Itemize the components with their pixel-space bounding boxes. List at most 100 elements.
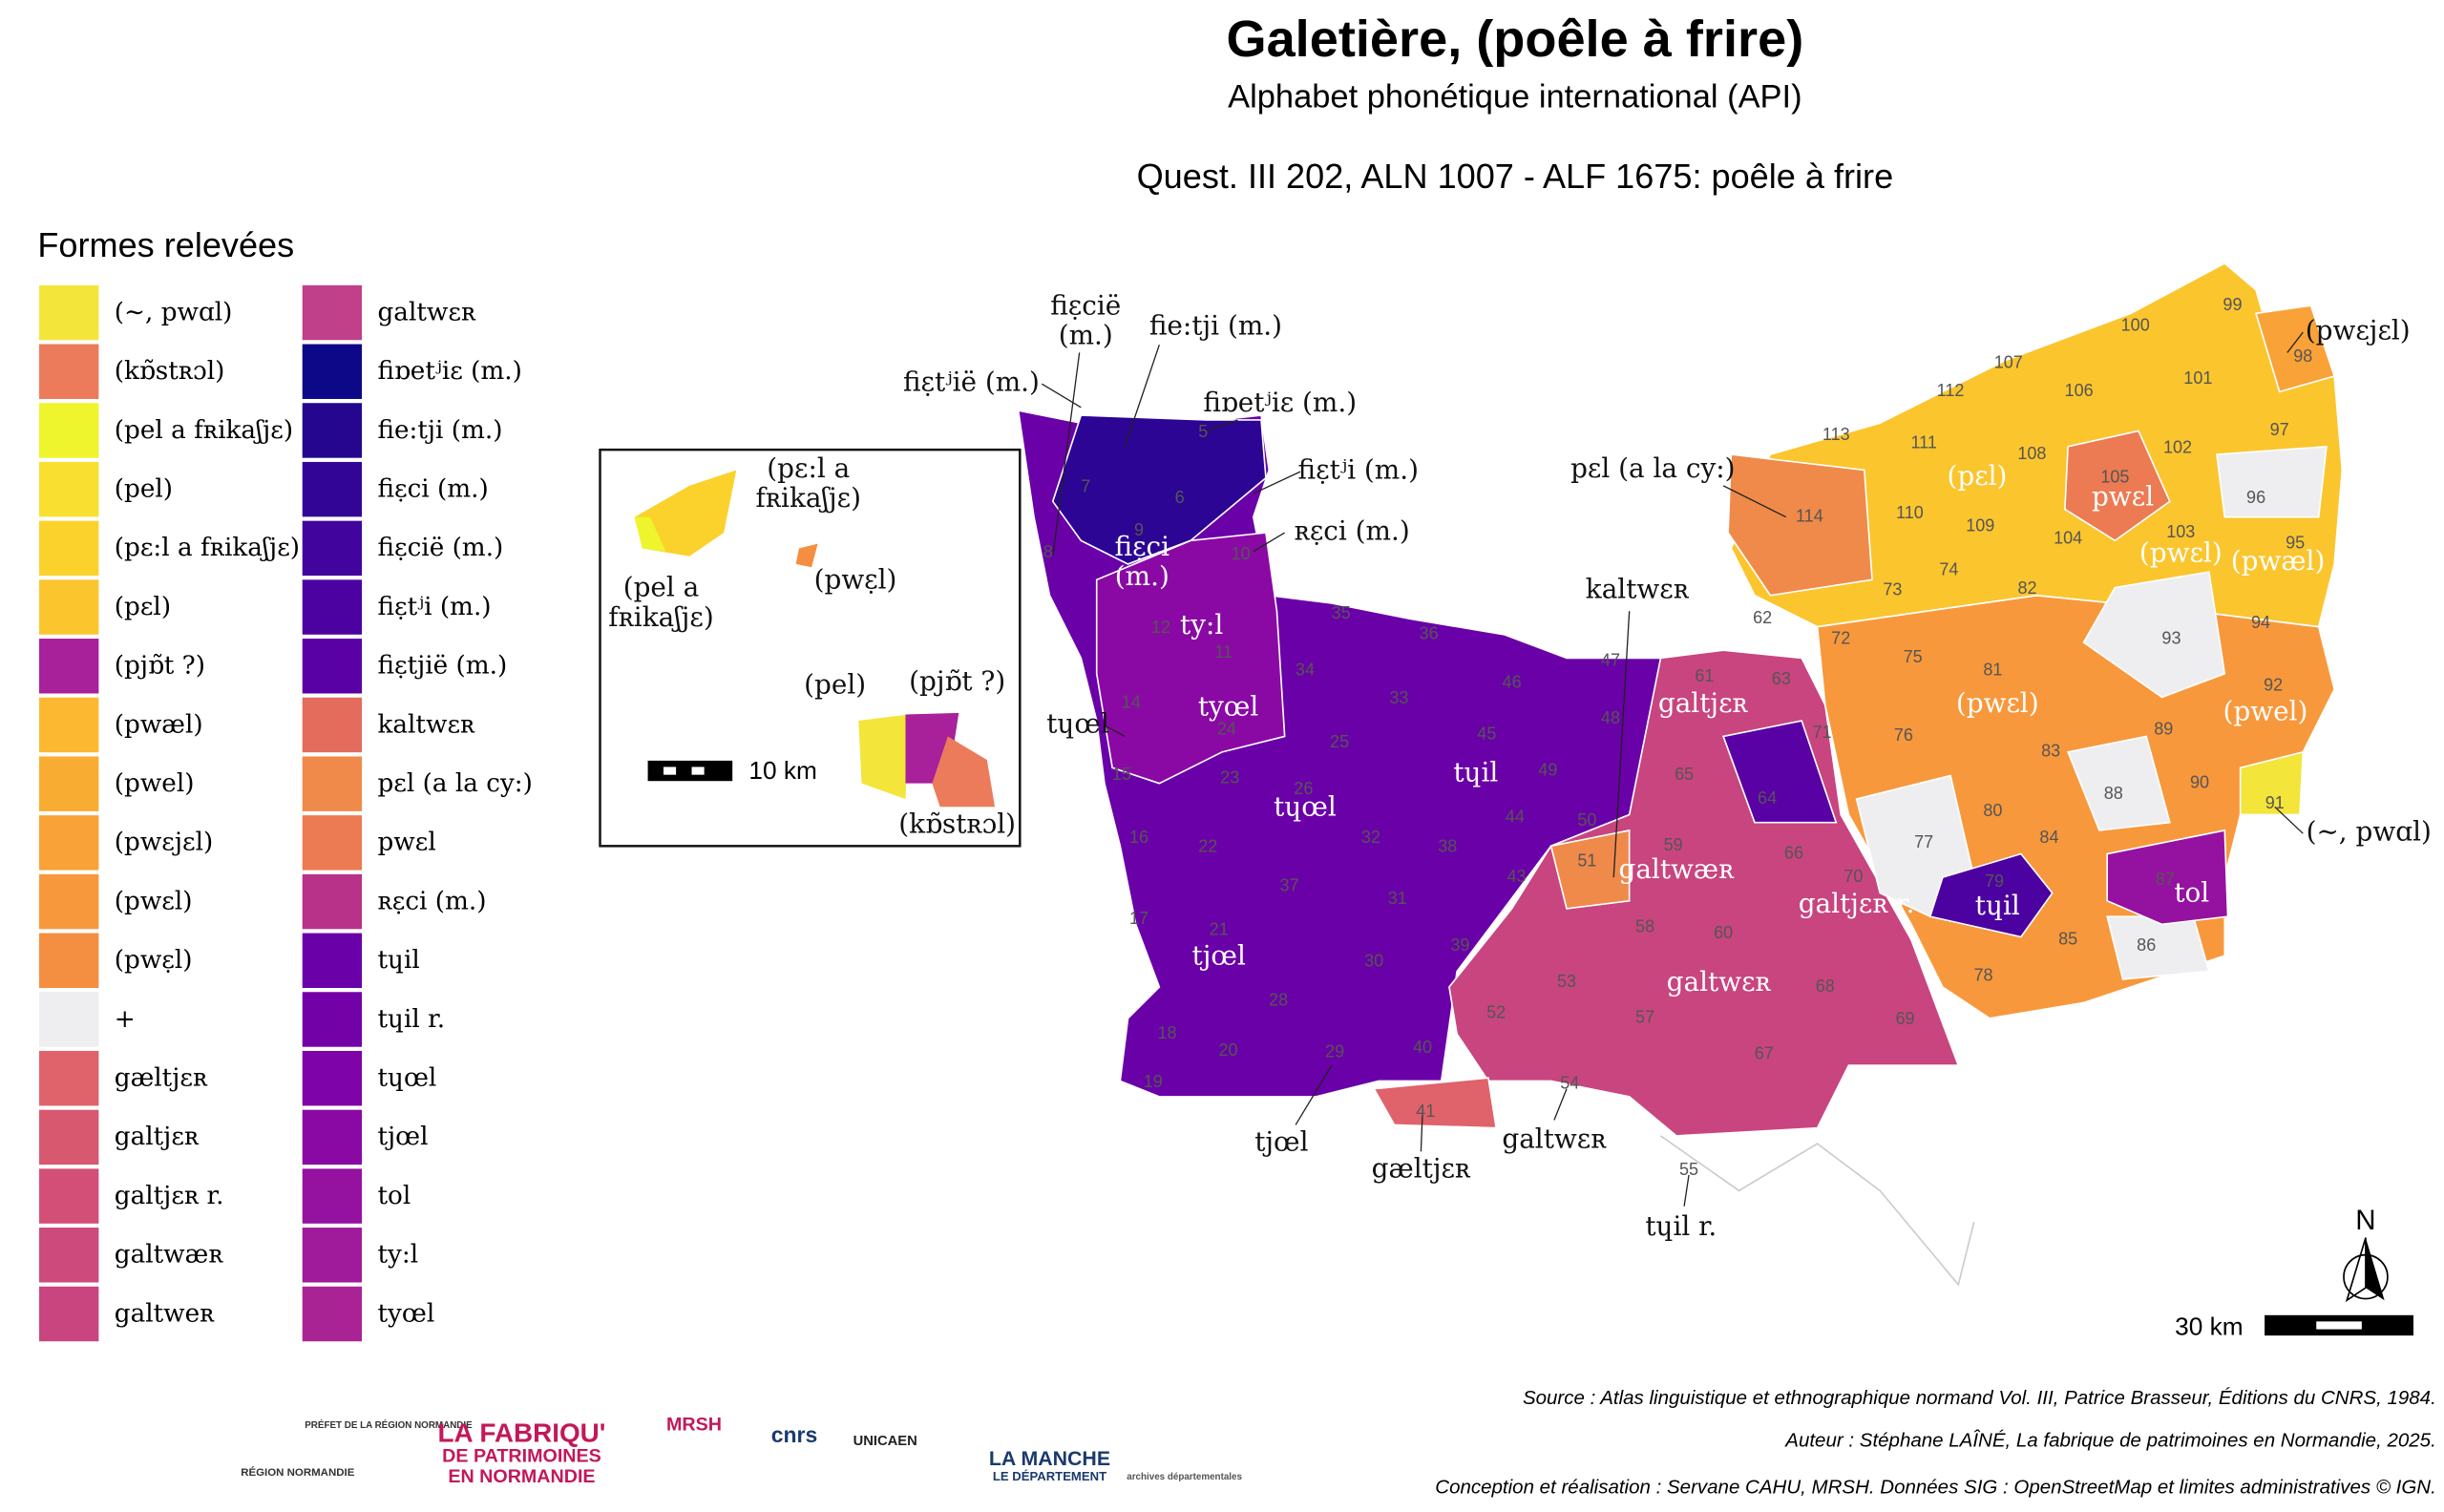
point-number: 40	[1413, 1038, 1432, 1057]
point-number: 17	[1129, 909, 1148, 928]
point-number: 33	[1389, 688, 1408, 707]
inset-label: (pwɛ̣l)	[814, 563, 897, 595]
point-number: 15	[1112, 765, 1131, 784]
island	[634, 470, 737, 556]
point-number: 75	[1904, 647, 1923, 666]
region-label: tjœl	[1192, 939, 1246, 971]
point-number: 71	[1812, 723, 1831, 742]
point-number: 77	[1914, 832, 1933, 851]
north-arrow	[2343, 1237, 2389, 1303]
region-label: (pwæl)	[2231, 545, 2326, 577]
footer-author: Auteur : Stéphane LAÎNÉ, La fabrique de …	[1783, 1429, 2436, 1451]
point-number: 59	[1664, 835, 1683, 854]
inset-label: fʀikaʃjɛ)	[756, 482, 861, 514]
map-label: (pwɛjɛl)	[2306, 315, 2411, 346]
legend-label: galtwæʀ	[115, 1241, 224, 1270]
point-number: 36	[1420, 624, 1439, 643]
point-number: 91	[2265, 793, 2285, 812]
point-number: 6	[1175, 488, 1185, 507]
legend-label: ty:l	[377, 1241, 418, 1270]
legend-label: tɥil	[377, 946, 419, 975]
logo-text: MRSH	[666, 1415, 722, 1436]
map-label: fiɛ̣tʲië (m.)	[903, 367, 1040, 398]
point-number: 26	[1294, 779, 1313, 798]
point-number: 18	[1158, 1023, 1177, 1042]
map-label: pɛl (a la cy:)	[1570, 452, 1735, 484]
leader-line	[1104, 724, 1126, 738]
legend-swatch	[39, 461, 99, 517]
point-number: 10	[1232, 544, 1251, 563]
point-number: 109	[1966, 515, 1994, 535]
point-number: 37	[1280, 876, 1299, 895]
leader-line	[1206, 419, 1238, 432]
region-label: (pwɛl)	[2139, 537, 2223, 569]
point-number: 86	[2137, 935, 2156, 955]
legend-label: (pɛ:l a fʀikaʃjɛ)	[115, 534, 300, 562]
legend-label: galtjɛʀ	[115, 1123, 200, 1151]
point-number: 108	[2017, 444, 2046, 463]
point-number: 64	[1758, 788, 1777, 808]
legend-label: (pel)	[115, 474, 173, 503]
legend-swatch	[39, 873, 99, 930]
point-number: 80	[1983, 801, 2002, 820]
leader-line	[1253, 471, 1301, 494]
point-number: 58	[1635, 916, 1654, 935]
legend-swatch	[39, 579, 99, 635]
region-label: (m.)	[1115, 560, 1169, 592]
legend-label: fiɛ̣cië (m.)	[377, 534, 503, 562]
inset-label: fʀikaʃjɛ)	[608, 601, 713, 633]
map-label: galtwɛʀ	[1502, 1123, 1607, 1154]
point-number: 54	[1560, 1074, 1579, 1093]
map-label: kaltwɛʀ	[1586, 573, 1690, 604]
legend-swatch	[39, 403, 99, 458]
point-number: 61	[1695, 666, 1714, 685]
legend-label: (∼, pwɑl)	[115, 298, 233, 326]
logo-text: LA MANCHE	[989, 1447, 1110, 1470]
legend-swatch	[302, 992, 363, 1047]
point-number: 11	[1214, 642, 1233, 662]
logo-text: archives départementales	[1127, 1472, 1242, 1482]
point-number: 48	[1601, 708, 1620, 727]
region-label: tɥil	[1975, 890, 2020, 921]
legend-label: fiɛ̣tjië (m.)	[377, 652, 507, 681]
inset-scale-bar	[647, 760, 733, 782]
point-number: 99	[2223, 295, 2242, 314]
point-number: 84	[2039, 828, 2058, 847]
legend-swatch	[302, 1286, 363, 1342]
point-number: 22	[1198, 837, 1217, 856]
island	[932, 736, 996, 808]
point-number: 7	[1081, 476, 1090, 495]
legend-label: tol	[377, 1182, 411, 1210]
point-number: 45	[1477, 724, 1496, 744]
leader-line	[2274, 806, 2304, 834]
point-number: 21	[1210, 920, 1229, 939]
legend-swatch	[302, 756, 363, 811]
point-number: 89	[2154, 720, 2173, 739]
point-number: 41	[1416, 1102, 1435, 1121]
point-number: 88	[2104, 784, 2123, 803]
legend-swatch	[39, 284, 99, 341]
legend-label: galtweʀ	[115, 1299, 215, 1328]
legend-label: pwɛl	[377, 829, 435, 857]
legend-title: Formes relevées	[37, 225, 294, 264]
legend-swatch	[302, 461, 363, 517]
region-label: tol	[2174, 877, 2209, 909]
inset-label: (kɒ̃stʀɔl)	[898, 808, 1016, 839]
point-number: 81	[1983, 660, 2002, 679]
point-number: 67	[1755, 1043, 1774, 1062]
legend-label: (pwel)	[115, 769, 195, 798]
point-number: 113	[1822, 425, 1850, 444]
map-label: ʀɛ̣ci (m.)	[1295, 515, 1410, 547]
legend-swatch	[302, 639, 363, 694]
point-number: 25	[1330, 732, 1349, 751]
legend-label: (pwæl)	[115, 710, 203, 739]
region-label: (pwel)	[2223, 695, 2307, 726]
point-number: 62	[1753, 608, 1772, 627]
point-number: 83	[2041, 742, 2060, 761]
island	[634, 516, 666, 552]
region-label: fiɛ̣ci	[1115, 531, 1170, 562]
map-label: fiɒetʲiɛ (m.)	[1203, 387, 1357, 418]
point-number: 49	[1538, 760, 1557, 779]
point-number: 57	[1635, 1008, 1654, 1027]
logo-text: UNICAEN	[853, 1434, 917, 1449]
